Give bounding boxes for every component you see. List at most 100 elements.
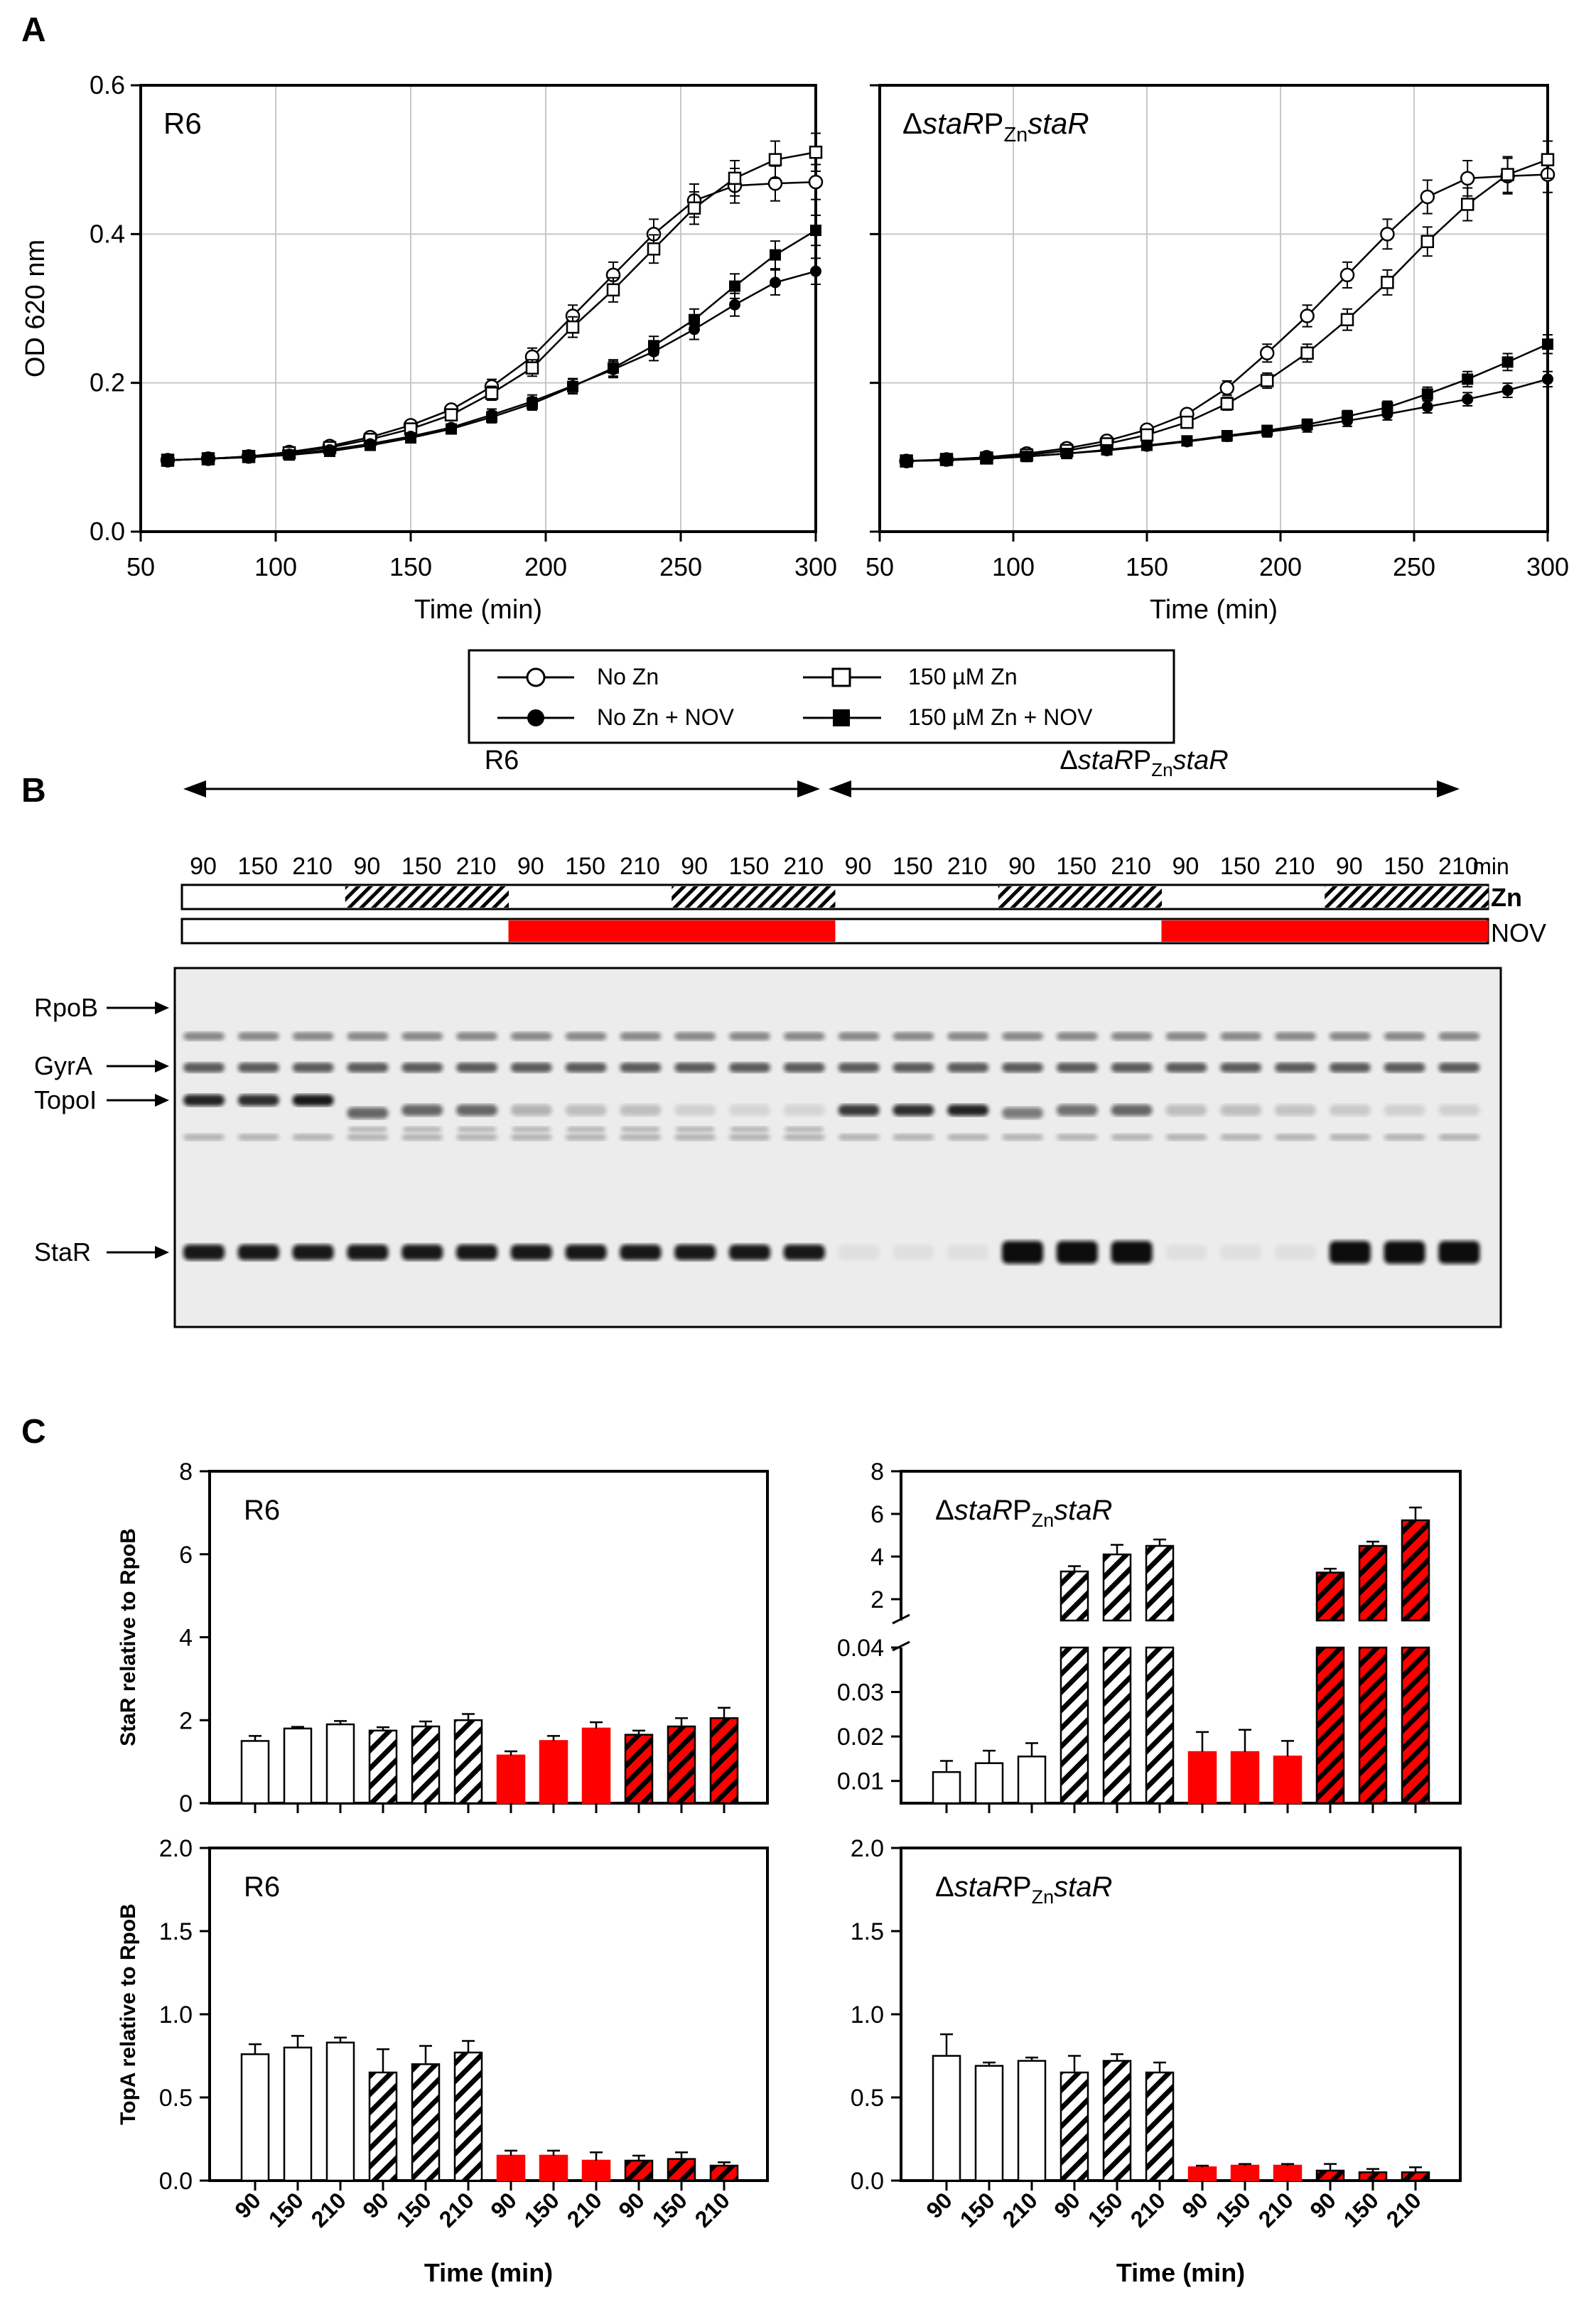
- data-point: [981, 453, 993, 465]
- zn-segment: [1052, 886, 1108, 908]
- data-point: [1501, 168, 1514, 181]
- blot-band: [676, 1127, 715, 1132]
- plot-frame: [878, 84, 1549, 533]
- bar: [1017, 2060, 1047, 2182]
- y-tick-label: 0.6: [90, 70, 125, 100]
- blot-band: [1165, 1134, 1207, 1141]
- blot-band: [1165, 1105, 1207, 1116]
- x-tick-label: 90: [921, 2187, 957, 2223]
- bar: [1230, 2164, 1260, 2182]
- y-tick-label: 2.0: [851, 1835, 884, 1862]
- blot-band: [401, 1245, 443, 1260]
- lane-time-label: 90: [1172, 853, 1199, 880]
- data-point: [1421, 388, 1433, 400]
- blot-band: [893, 1134, 934, 1141]
- blot-band: [565, 1134, 607, 1141]
- bar: [240, 1740, 270, 1805]
- blot-band: [510, 1245, 552, 1260]
- bar: [709, 2164, 739, 2182]
- data-point: [1462, 393, 1474, 405]
- bar: [1315, 1646, 1345, 1805]
- panel-label-b: B: [21, 772, 46, 810]
- blot-bands: [183, 1032, 1480, 1264]
- zn-segment: [453, 886, 509, 908]
- bar: [411, 2063, 441, 2182]
- data-point: [1260, 374, 1274, 387]
- x-tick-label: 250: [1393, 552, 1435, 581]
- data-point: [900, 455, 912, 467]
- growth-chart-star: 50 100 150 200 250 300 Time (min) ΔstaRPZnstaR: [866, 84, 1569, 625]
- data-point: [1301, 419, 1313, 431]
- blot-band: [1111, 1134, 1153, 1141]
- blot-band: [1111, 1105, 1153, 1116]
- blot-band: [1384, 1063, 1425, 1073]
- data-point: [1101, 444, 1113, 456]
- bar: [1059, 1646, 1089, 1805]
- zn-segment: [1325, 886, 1380, 908]
- bar: [1401, 1519, 1430, 1622]
- x-tick-label: 210: [1381, 2187, 1426, 2232]
- y-tick-label: 6: [179, 1542, 193, 1569]
- blot-band: [838, 1063, 880, 1073]
- x-tick-label: 210: [434, 2187, 479, 2232]
- zn-segment: [998, 886, 1053, 908]
- bar: [1358, 1544, 1388, 1622]
- blot-band: [403, 1127, 442, 1132]
- blot-band: [838, 1245, 880, 1260]
- data-point: [808, 174, 824, 190]
- zn-segment: [1106, 886, 1162, 908]
- blot-band: [1056, 1032, 1098, 1041]
- bar: [1145, 1544, 1175, 1622]
- lane-time-label: 150: [565, 853, 605, 880]
- nov-segment: [1379, 920, 1434, 942]
- y-tick-label: 0.4: [90, 219, 125, 248]
- legend-item-no-zn: No Zn: [497, 664, 659, 689]
- data-point: [1300, 346, 1314, 360]
- data-point: [365, 439, 376, 451]
- y-tick-label: 1.0: [159, 2001, 193, 2028]
- blot-band: [1384, 1241, 1425, 1264]
- nov-segment: [1216, 920, 1271, 942]
- blot-band: [784, 1127, 824, 1132]
- blot-image: [173, 967, 1502, 1328]
- x-tick-label: 150: [392, 2187, 436, 2232]
- x-tick-label: 210: [1253, 2187, 1298, 2232]
- arrow-right-icon: [1437, 780, 1460, 797]
- zn-row-label: Zn: [1491, 883, 1522, 912]
- bar: [581, 2159, 611, 2182]
- growth-chart-r6: 50 100 150 200 250 300 0.0 0.2 0.4 0.6 Time (min) O…: [21, 70, 837, 625]
- star-bar-chart-stardelta: 2 4 6 8 0.01 0.02 0.03 0.04 ΔstaRPZnstaR: [837, 1458, 1462, 1813]
- bar: [283, 2046, 313, 2182]
- blot-band: [674, 1032, 716, 1041]
- blot-band: [1275, 1032, 1316, 1041]
- blot-band: [183, 1063, 225, 1073]
- x-tick-label: 100: [992, 552, 1035, 581]
- data-point: [728, 171, 742, 186]
- blot-protein-markers: RpoB GyrA TopoI StaR: [34, 993, 169, 1267]
- blot-band: [512, 1127, 551, 1132]
- blot-band: [237, 1095, 279, 1106]
- blot-band: [1165, 1245, 1207, 1260]
- data-point: [767, 176, 783, 191]
- data-point: [729, 299, 740, 311]
- blot-band: [729, 1032, 770, 1041]
- data-point: [1180, 415, 1194, 429]
- lane-time-label: 210: [456, 853, 497, 880]
- blot-band: [1165, 1032, 1207, 1041]
- bar: [974, 2065, 1004, 2182]
- blot-band: [783, 1032, 825, 1041]
- bar: [1273, 2164, 1303, 2182]
- bar: [624, 2159, 654, 2182]
- lane-time-label: 90: [517, 853, 544, 880]
- blot-band: [566, 1127, 605, 1132]
- y-tick-label: 4: [179, 1625, 193, 1652]
- nov-segment: [508, 920, 564, 942]
- series-line: [167, 230, 816, 461]
- arrow-right-icon: [797, 780, 820, 797]
- y-tick-label: 8: [179, 1458, 193, 1485]
- blot-band: [1438, 1105, 1480, 1116]
- blot-band: [674, 1134, 716, 1141]
- x-tick-label: 300: [1526, 552, 1569, 581]
